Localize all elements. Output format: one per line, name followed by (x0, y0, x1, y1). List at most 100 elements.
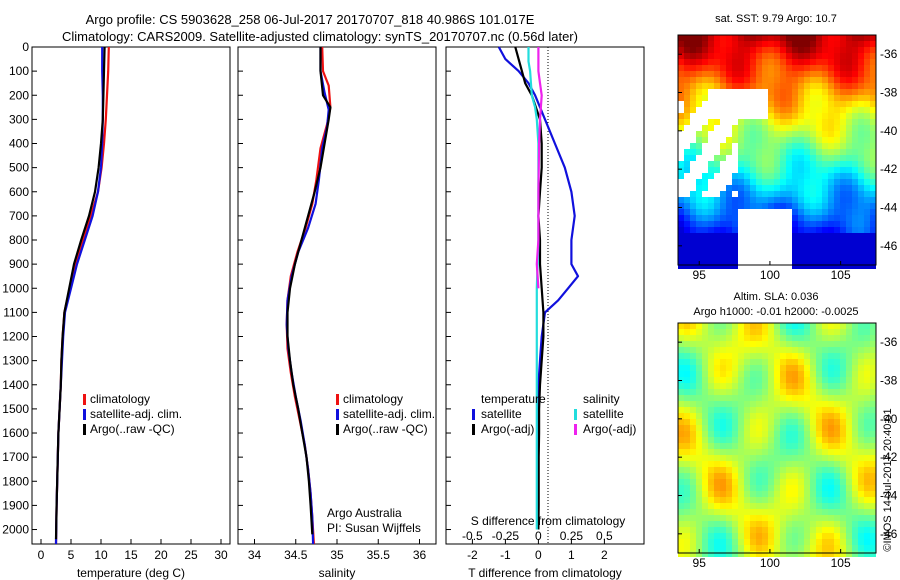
heatmap-cell (780, 389, 786, 395)
heatmap-cell (768, 527, 774, 533)
heatmap-cell (870, 353, 876, 359)
heatmap-cell (774, 443, 780, 449)
heatmap-cell (852, 335, 858, 341)
heatmap-cell (822, 233, 828, 239)
heatmap-cell (786, 113, 792, 119)
heatmap-cell (702, 461, 708, 467)
heatmap-cell (798, 257, 804, 263)
heatmap-cell (780, 203, 786, 209)
heatmap-cell (690, 203, 696, 209)
heatmap-cell (726, 485, 732, 491)
heatmap-cell (690, 407, 696, 413)
heatmap-cell (756, 377, 762, 383)
heatmap-cell (786, 35, 792, 41)
heatmap-cell (780, 341, 786, 347)
heatmap-cell (702, 389, 708, 395)
legend-swatch-climatology (336, 394, 339, 405)
heatmap-cell (846, 149, 852, 155)
heatmap-cell (756, 419, 762, 425)
heatmap-cell (732, 437, 738, 443)
heatmap-cell (768, 533, 774, 539)
heatmap-cell (732, 359, 738, 365)
heatmap-cell (702, 515, 708, 521)
heatmap-cell (834, 149, 840, 155)
heatmap-cell (696, 503, 702, 509)
heatmap-cell (690, 533, 696, 539)
heatmap-cell (684, 257, 690, 263)
heatmap-cell (816, 221, 822, 227)
heatmap-cell (780, 263, 786, 269)
heatmap-cell (786, 365, 792, 371)
heatmap-cell (732, 533, 738, 539)
heatmap-cell (690, 401, 696, 407)
heatmap-cell (708, 221, 714, 227)
heatmap-cell (690, 545, 696, 551)
depth-tick-label: 1500 (2, 402, 29, 416)
heatmap-cell (834, 461, 840, 467)
heatmap-cell (870, 215, 876, 221)
heatmap-cell (828, 515, 834, 521)
heatmap-cell (678, 539, 684, 545)
heatmap-cell (810, 83, 816, 89)
heatmap-cell (732, 89, 738, 95)
heatmap-cell (684, 251, 690, 257)
heatmap-cell (750, 395, 756, 401)
heatmap-cell (744, 245, 750, 251)
heatmap-cell (822, 455, 828, 461)
heatmap-cell (690, 83, 696, 89)
heatmap-cell (822, 215, 828, 221)
heatmap-cell (702, 245, 708, 251)
heatmap-cell (810, 419, 816, 425)
heatmap-cell (702, 425, 708, 431)
heatmap-cell (858, 83, 864, 89)
heatmap-cell (684, 377, 690, 383)
heatmap-cell (846, 539, 852, 545)
heatmap-cell (798, 155, 804, 161)
heatmap-cell (870, 491, 876, 497)
heatmap-cell (780, 401, 786, 407)
heatmap-cell (702, 221, 708, 227)
heatmap-cell (750, 83, 756, 89)
heatmap-cell (834, 209, 840, 215)
heatmap-cell (828, 227, 834, 233)
heatmap-cell (774, 329, 780, 335)
heatmap-cell (696, 209, 702, 215)
heatmap-cell (828, 47, 834, 53)
heatmap-cell (720, 389, 726, 395)
heatmap-cell (762, 95, 768, 101)
heatmap-cell (696, 395, 702, 401)
heatmap-cell (792, 359, 798, 365)
heatmap-cell (732, 473, 738, 479)
heatmap-cell (690, 143, 696, 149)
heatmap-cell (762, 377, 768, 383)
heatmap-cell (678, 233, 684, 239)
heatmap-cell (732, 101, 738, 107)
heatmap-cell (834, 89, 840, 95)
heatmap-cell (684, 125, 690, 131)
heatmap-cell (738, 395, 744, 401)
heatmap-cell (822, 479, 828, 485)
heatmap-cell (870, 539, 876, 545)
heatmap-cell (732, 143, 738, 149)
heatmap-cell (726, 131, 732, 137)
heatmap-cell (864, 539, 870, 545)
heatmap-cell (822, 65, 828, 71)
heatmap-cell (834, 53, 840, 59)
heatmap-cell (816, 209, 822, 215)
heatmap-cell (732, 179, 738, 185)
heatmap-cell (684, 455, 690, 461)
heatmap-cell (744, 41, 750, 47)
heatmap-cell (756, 455, 762, 461)
heatmap-cell (774, 521, 780, 527)
heatmap-cell (684, 503, 690, 509)
heatmap-cell (828, 323, 834, 329)
heatmap-cell (834, 101, 840, 107)
heatmap-cell (780, 185, 786, 191)
heatmap-cell (702, 59, 708, 65)
heatmap-cell (810, 467, 816, 473)
heatmap-cell (840, 251, 846, 257)
heatmap-cell (786, 209, 792, 215)
heatmap-cell (822, 209, 828, 215)
heatmap-cell (768, 353, 774, 359)
heatmap-cell (720, 221, 726, 227)
